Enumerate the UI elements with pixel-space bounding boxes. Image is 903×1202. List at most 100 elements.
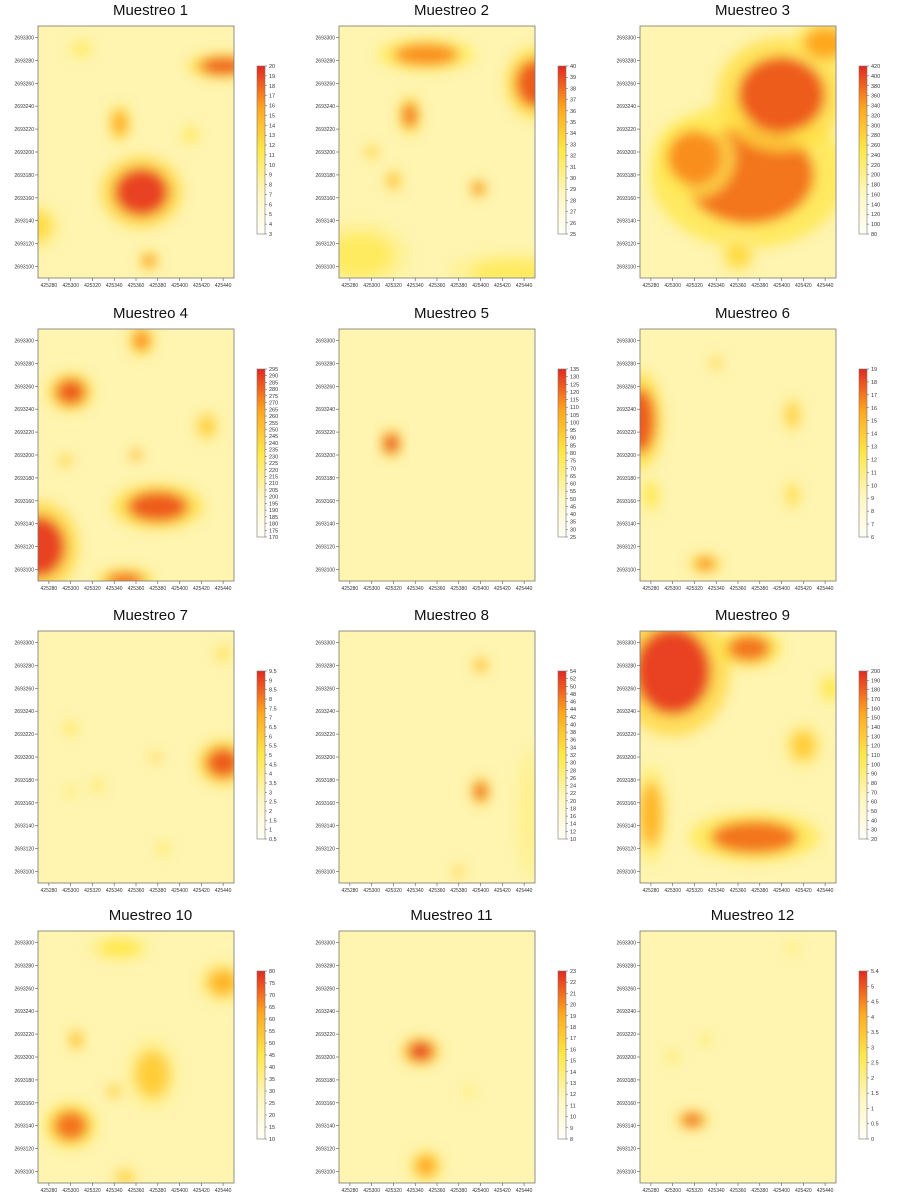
colorbar-tick-label: 80 <box>871 781 877 787</box>
y-tick-label: 2693180 <box>15 476 35 482</box>
hotspot <box>790 730 817 761</box>
hotspot <box>393 43 459 66</box>
y-tick-label: 2693140 <box>617 522 637 528</box>
colorbar-tick-label: 215 <box>269 475 278 481</box>
x-tick-label: 425320 <box>385 586 402 592</box>
hotspot-layer <box>640 631 836 864</box>
x-tick-label: 425320 <box>385 1188 402 1194</box>
hotspot-layer <box>401 1036 477 1183</box>
hotspot <box>55 378 86 406</box>
colorbar-tick-label: 130 <box>871 734 880 740</box>
hotspot-layer <box>62 644 234 857</box>
y-tick-label: 2693140 <box>617 219 637 225</box>
colorbar-tick-label: 40 <box>871 818 877 824</box>
y-tick-label: 2693300 <box>617 940 637 946</box>
y-tick-label: 2693260 <box>617 686 637 692</box>
hotspot <box>402 102 418 129</box>
y-tick-label: 2693200 <box>15 453 35 459</box>
colorbar-tick-label: 20 <box>871 837 877 843</box>
hotspot <box>132 329 151 352</box>
x-tick-label: 425300 <box>664 586 681 592</box>
x-tick-label: 425360 <box>730 586 747 592</box>
panel-title: Muestreo 3 <box>714 2 791 19</box>
colorbar-tick-label: 11 <box>871 470 877 476</box>
colorbar-tick-label: 16 <box>269 104 275 110</box>
heatmap-panel: Muestreo 4 2693300 2693280 2693260 2693240 26… <box>0 303 301 600</box>
x-tick-label: 425420 <box>193 586 210 592</box>
hotspot <box>388 173 399 189</box>
hotspot <box>131 450 141 460</box>
colorbar-tick-label: 3 <box>871 1045 874 1051</box>
colorbar-tick-label: 320 <box>871 113 880 119</box>
x-tick-label: 425280 <box>41 1188 58 1194</box>
colorbar <box>557 670 567 840</box>
y-tick-label: 2693300 <box>617 640 637 646</box>
y-tick-label: 2693200 <box>617 150 637 156</box>
y-tick-label: 2693200 <box>15 1055 35 1061</box>
x-tick-label: 425380 <box>751 283 768 289</box>
y-tick-label: 2693300 <box>316 35 336 41</box>
x-tick-label: 425300 <box>62 888 79 894</box>
y-tick-label: 2693300 <box>15 338 35 344</box>
hotspot <box>217 647 229 661</box>
colorbar <box>858 65 868 235</box>
plot-area <box>339 329 535 581</box>
hotspot <box>465 1087 475 1096</box>
hotspot <box>515 59 535 108</box>
hotspot <box>198 415 216 438</box>
y-tick-label: 2693120 <box>617 242 637 248</box>
x-tick-label: 425340 <box>106 586 123 592</box>
x-tick-label: 425400 <box>472 888 489 894</box>
colorbar-tick-label: 2 <box>871 1076 874 1082</box>
hotspot <box>681 1113 704 1127</box>
colorbar-tick-label: 100 <box>871 222 880 228</box>
colorbar-tick-label: 270 <box>269 401 278 407</box>
colorbar-tick-label: 170 <box>269 535 278 541</box>
hotspot <box>415 1154 437 1177</box>
colorbar-tick-label: 140 <box>871 725 880 731</box>
colorbar-tick-label: 4.5 <box>871 1000 879 1006</box>
hotspot <box>158 843 168 855</box>
colorbar-tick-label: 28 <box>570 198 576 204</box>
colorbar-tick-label: 6.5 <box>269 725 277 731</box>
colorbar <box>557 970 567 1140</box>
colorbar-tick-label: 12 <box>570 829 576 835</box>
hotspot <box>105 572 145 581</box>
colorbar-tick-label: 1.5 <box>269 818 277 824</box>
y-tick-label: 2693160 <box>15 196 35 202</box>
heatmap-panel: Muestreo 9 2693300 2693280 2693260 2693240 26… <box>602 605 903 902</box>
colorbar-tick-label: 80 <box>269 969 275 975</box>
y-tick-label: 2693100 <box>617 870 637 876</box>
y-tick-label: 2693220 <box>316 430 336 436</box>
hotspot <box>116 1170 134 1183</box>
y-tick-label: 2693180 <box>15 778 35 784</box>
y-tick-label: 2693160 <box>617 801 637 807</box>
colorbar-tick-label: 30 <box>570 527 576 533</box>
colorbar-tick-label: 110 <box>570 405 579 411</box>
colorbar-tick-label: 37 <box>570 98 576 104</box>
colorbar-tick-label: 200 <box>871 669 880 675</box>
y-tick-label: 2693140 <box>617 824 637 830</box>
colorbar-tick-label: 48 <box>570 692 576 698</box>
colorbar-tick-label: 30 <box>871 828 877 834</box>
colorbar-tick-label: 90 <box>570 436 576 442</box>
colorbar-tick-label: 10 <box>269 1137 275 1143</box>
colorbar-tick-label: 15 <box>570 1059 576 1065</box>
colorbar-tick-label: 40 <box>269 1065 275 1071</box>
y-tick-label: 2693220 <box>617 732 637 738</box>
x-tick-label: 425360 <box>730 888 747 894</box>
y-tick-label: 2693220 <box>15 127 35 133</box>
x-tick-label: 425400 <box>171 283 188 289</box>
y-tick-label: 2693140 <box>617 1124 637 1130</box>
y-tick-label: 2693260 <box>15 986 35 992</box>
colorbar-tick-label: 9.5 <box>269 669 277 675</box>
y-tick-label: 2693200 <box>15 755 35 761</box>
y-tick-label: 2693260 <box>316 986 336 992</box>
x-tick-label: 425420 <box>494 1188 511 1194</box>
hotspot <box>114 168 169 217</box>
colorbar-tick-label: 42 <box>570 715 576 721</box>
x-tick-label: 425440 <box>215 888 232 894</box>
colorbar-tick-label: 35 <box>570 120 576 126</box>
colorbar-tick-label: 280 <box>871 133 880 139</box>
x-tick-label: 425320 <box>686 283 703 289</box>
